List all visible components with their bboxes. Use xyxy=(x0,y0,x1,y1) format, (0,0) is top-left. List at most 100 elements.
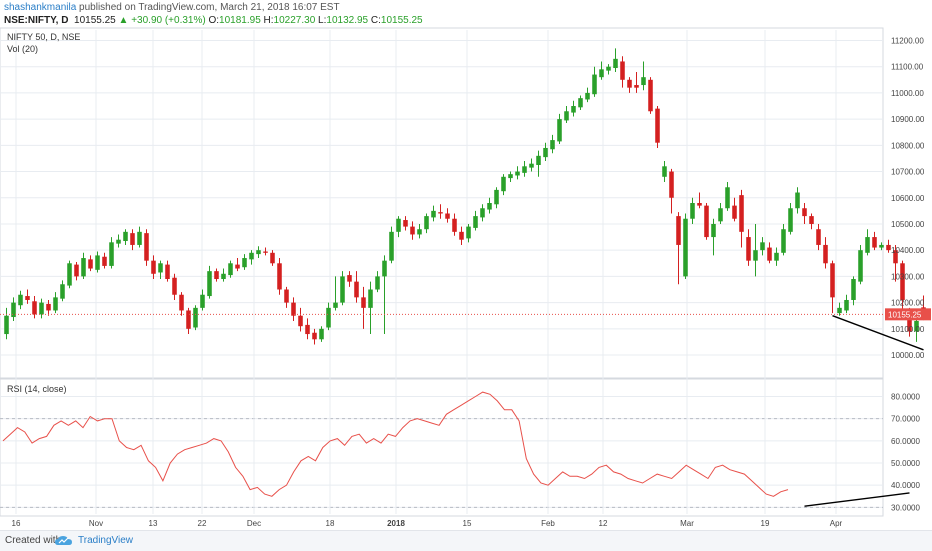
candle-up xyxy=(837,307,842,314)
candle-down xyxy=(816,229,821,245)
time-tick-label: Nov xyxy=(89,519,103,528)
candle-down xyxy=(165,264,170,280)
candle-up xyxy=(508,174,513,179)
candle-down xyxy=(704,205,709,238)
high-label: H: xyxy=(263,15,274,26)
price-tick-label: 10700.00 xyxy=(891,168,925,177)
candle-up xyxy=(375,276,380,290)
price-tick-label: 10900.00 xyxy=(891,115,925,124)
candle-down xyxy=(403,220,408,227)
candle-down xyxy=(186,310,191,329)
rsi-legend: RSI (14, close) xyxy=(7,384,67,394)
candle-up xyxy=(543,147,548,158)
candle-up xyxy=(662,166,667,177)
candle-up xyxy=(39,302,44,315)
candle-down xyxy=(697,203,702,206)
candle-up xyxy=(641,77,646,86)
change-up-icon: ▲ xyxy=(118,15,129,26)
tradingview-cloud-icon[interactable] xyxy=(54,534,76,548)
time-tick-label: 16 xyxy=(12,519,21,528)
candle-up xyxy=(760,242,765,251)
candle-up xyxy=(788,208,793,232)
candle-down xyxy=(305,324,310,335)
time-tick-label: 13 xyxy=(149,519,158,528)
rsi-tick-label: 80.0000 xyxy=(891,393,920,402)
rsi-tick-label: 60.0000 xyxy=(891,437,920,446)
candle-down xyxy=(907,310,912,332)
candle-down xyxy=(88,259,93,269)
price-tick-label: 11000.00 xyxy=(891,89,924,98)
candle-up xyxy=(585,92,590,100)
candle-up xyxy=(158,263,163,273)
candle-up xyxy=(382,260,387,277)
candle-up xyxy=(711,223,716,238)
candle-up xyxy=(718,208,723,222)
time-tick-label: 12 xyxy=(599,519,608,528)
candle-up xyxy=(844,299,849,311)
candle-up xyxy=(515,171,520,176)
candle-down xyxy=(46,303,51,311)
candle-up xyxy=(340,276,345,303)
candle-up xyxy=(571,106,576,113)
candle-down xyxy=(648,79,653,112)
candle-up xyxy=(858,250,863,282)
candle-down xyxy=(655,108,660,143)
candle-up xyxy=(326,307,331,328)
candle-down xyxy=(900,263,905,300)
candle-up xyxy=(578,98,583,108)
candle-down xyxy=(676,216,681,245)
price-tick-label: 10300.00 xyxy=(891,272,925,281)
price-tick-label: 11200.00 xyxy=(891,36,924,45)
candle-down xyxy=(452,218,457,232)
time-tick-label: 15 xyxy=(463,519,472,528)
candle-up xyxy=(683,218,688,277)
tradingview-brand[interactable]: TradingView xyxy=(78,535,134,546)
candle-down xyxy=(235,264,240,269)
candle-up xyxy=(522,166,527,173)
candle-up xyxy=(431,210,436,218)
candle-up xyxy=(4,315,9,335)
candle-down xyxy=(144,233,149,261)
candle-up xyxy=(781,229,786,253)
candle-up xyxy=(53,297,58,311)
candle-up xyxy=(690,203,695,219)
open-value: 10181.95 xyxy=(219,15,261,26)
username-link[interactable]: shashankmanila xyxy=(4,2,77,13)
candle-down xyxy=(25,296,30,300)
candle-down xyxy=(634,85,639,88)
price-chart[interactable]: 10000.00 10100.00 10200.00 10300.00 10400.00… xyxy=(0,0,932,530)
candle-up xyxy=(424,216,429,230)
price-axis[interactable]: 10000.00 10100.00 10200.00 10300.00 10400.00… xyxy=(885,36,931,512)
candle-down xyxy=(74,264,79,277)
main-pane[interactable] xyxy=(0,27,884,379)
symbol-label: NSE:NIFTY, D xyxy=(4,15,69,26)
candle-down xyxy=(312,332,317,340)
price-tick-label: 10500.00 xyxy=(891,220,925,229)
candle-down xyxy=(830,263,835,298)
candle-up xyxy=(389,231,394,261)
candle-up xyxy=(368,289,373,308)
time-tick-label: 18 xyxy=(326,519,335,528)
candle-down xyxy=(270,252,275,264)
rsi-tick-label: 50.0000 xyxy=(891,459,920,468)
candle-down xyxy=(214,271,219,280)
candle-up xyxy=(501,176,506,192)
candle-down xyxy=(627,79,632,88)
candle-up xyxy=(221,273,226,280)
candle-up xyxy=(774,252,779,261)
price-tick-label: 10600.00 xyxy=(891,194,925,203)
candle-up xyxy=(109,242,114,266)
publish-info: shashankmanila published on TradingView.… xyxy=(4,2,340,13)
candle-up xyxy=(228,263,233,276)
rsi-pane[interactable] xyxy=(0,378,884,517)
price-value: 10155.25 xyxy=(74,15,116,26)
candle-up xyxy=(592,74,597,95)
candle-down xyxy=(347,275,352,282)
time-axis[interactable]: 16 Nov 13 22 Dec 18 2018 15 Feb 12 Mar 19 Apr xyxy=(12,519,843,528)
price-tick-label: 11100.00 xyxy=(891,63,924,72)
candle-up xyxy=(11,302,16,318)
candle-up xyxy=(95,255,100,270)
candle-down xyxy=(32,301,37,315)
candle-up xyxy=(333,302,338,308)
rsi-line xyxy=(2,391,789,497)
